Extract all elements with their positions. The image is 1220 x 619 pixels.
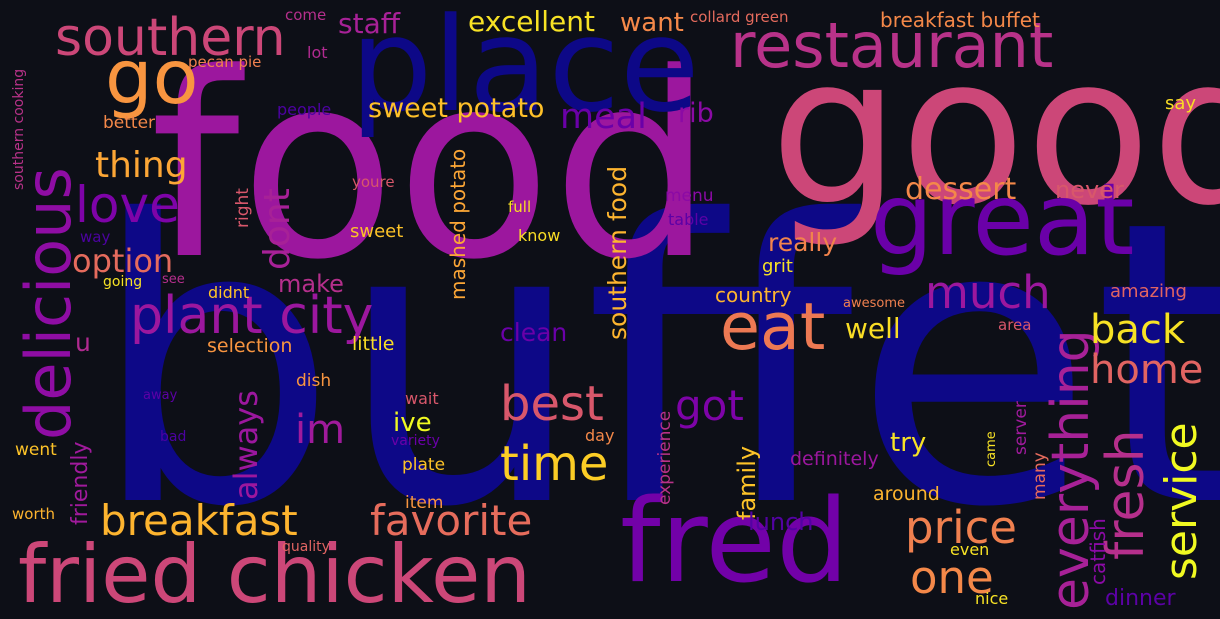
word-u: u: [75, 328, 91, 357]
word-away: away: [143, 388, 178, 403]
word-got: got: [675, 381, 744, 430]
word-sweet-potato: sweet potato: [368, 93, 545, 124]
word-southern-cooking: southern cooking: [11, 68, 27, 190]
word-go: go: [105, 33, 199, 121]
word-place: place: [350, 0, 700, 141]
word-right: right: [233, 188, 253, 228]
word-awesome: awesome: [843, 296, 905, 311]
word-say: say: [1165, 93, 1197, 114]
word-going: going: [103, 274, 143, 290]
word-best: best: [500, 376, 604, 432]
word-love: love: [75, 176, 180, 234]
word-plant-city: plant city: [130, 286, 374, 346]
word-nice: nice: [975, 589, 1009, 608]
word-came: came: [984, 431, 999, 467]
word-menu: menu: [665, 186, 714, 206]
word-day: day: [585, 426, 615, 445]
word-see: see: [162, 272, 185, 287]
word-back: back: [1090, 307, 1186, 353]
word-eat: eat: [720, 290, 826, 365]
word-didnt: didnt: [208, 283, 250, 302]
word-quality: quality: [282, 539, 330, 555]
word-come: come: [285, 6, 327, 24]
word-wait: wait: [405, 389, 439, 408]
word-fried-chicken: fried chicken: [18, 528, 532, 619]
word-clean: clean: [500, 318, 568, 347]
word-time: time: [500, 436, 609, 492]
word-price: price: [905, 501, 1017, 554]
word-fred: fred: [620, 475, 849, 609]
word-youre: youre: [352, 173, 395, 191]
word-many: many: [1030, 452, 1050, 500]
word-really: really: [768, 228, 838, 257]
word-dish: dish: [296, 371, 332, 391]
word-bad: bad: [160, 429, 187, 445]
word-southern-food: southern food: [603, 165, 632, 340]
word-breakfast: breakfast: [100, 496, 298, 545]
word-staff: staff: [338, 7, 401, 40]
word-rib: rib: [678, 98, 714, 129]
word-favorite: favorite: [370, 496, 533, 545]
word-friendly: friendly: [68, 441, 93, 525]
word-definitely: definitely: [790, 448, 879, 470]
word-around: around: [873, 483, 940, 505]
word-way: way: [80, 228, 111, 246]
word-lunch: lunch: [748, 508, 814, 536]
word-pecan-pie: pecan pie: [188, 53, 262, 71]
word-meal: meal: [560, 97, 647, 137]
word-even: even: [950, 540, 990, 559]
word-little: little: [352, 333, 395, 355]
word-delicious: delicious: [12, 167, 85, 440]
word-full: full: [508, 198, 532, 216]
word-try: try: [890, 428, 927, 458]
word-mashed-potato: mashed potato: [446, 148, 470, 300]
word-restaurant: restaurant: [730, 9, 1054, 82]
word-variety: variety: [391, 433, 440, 449]
word-lot: lot: [307, 43, 328, 62]
word-area: area: [998, 316, 1032, 334]
word-option: option: [72, 242, 174, 280]
word-dont: dont: [257, 188, 298, 270]
word-country: country: [715, 283, 792, 307]
word-make: make: [278, 270, 344, 298]
word-home: home: [1090, 347, 1204, 393]
word-ive: ive: [393, 408, 432, 438]
word-always: always: [227, 390, 265, 500]
word-sweet: sweet: [350, 221, 404, 242]
word-dessert: dessert: [905, 172, 1017, 207]
word-know: know: [518, 226, 561, 245]
word-southern: southern: [55, 8, 286, 68]
word-much: much: [925, 266, 1051, 319]
word-worth: worth: [12, 505, 56, 523]
word-people: people: [277, 100, 332, 119]
word-thing: thing: [95, 145, 188, 186]
word-experience: experience: [655, 410, 675, 505]
word-item: item: [405, 493, 444, 513]
word-selection: selection: [207, 335, 293, 357]
word-amazing: amazing: [1110, 281, 1187, 302]
word-never: never: [1055, 176, 1124, 204]
word-good: good: [770, 13, 1220, 251]
word-im: im: [295, 407, 346, 453]
word-dinner: dinner: [1105, 586, 1176, 611]
word-grit: grit: [762, 256, 793, 277]
word-collard-green: collard green: [690, 8, 789, 26]
word-catfish: catfish: [1086, 518, 1110, 585]
word-well: well: [845, 312, 901, 345]
word-went: went: [15, 440, 57, 460]
word-one: one: [910, 551, 994, 604]
word-plate: plate: [402, 455, 446, 475]
word-great: great: [870, 161, 1135, 278]
word-better: better: [103, 113, 156, 133]
word-breakfast-buffet: breakfast buffet: [880, 8, 1040, 32]
word-food: food: [150, 19, 714, 316]
word-excellent: excellent: [468, 5, 595, 38]
word-want: want: [620, 8, 684, 38]
word-buffet: buffet: [90, 138, 1220, 592]
word-table: table: [668, 210, 709, 229]
word-server: server: [1011, 401, 1031, 455]
word-service: service: [1156, 422, 1207, 580]
